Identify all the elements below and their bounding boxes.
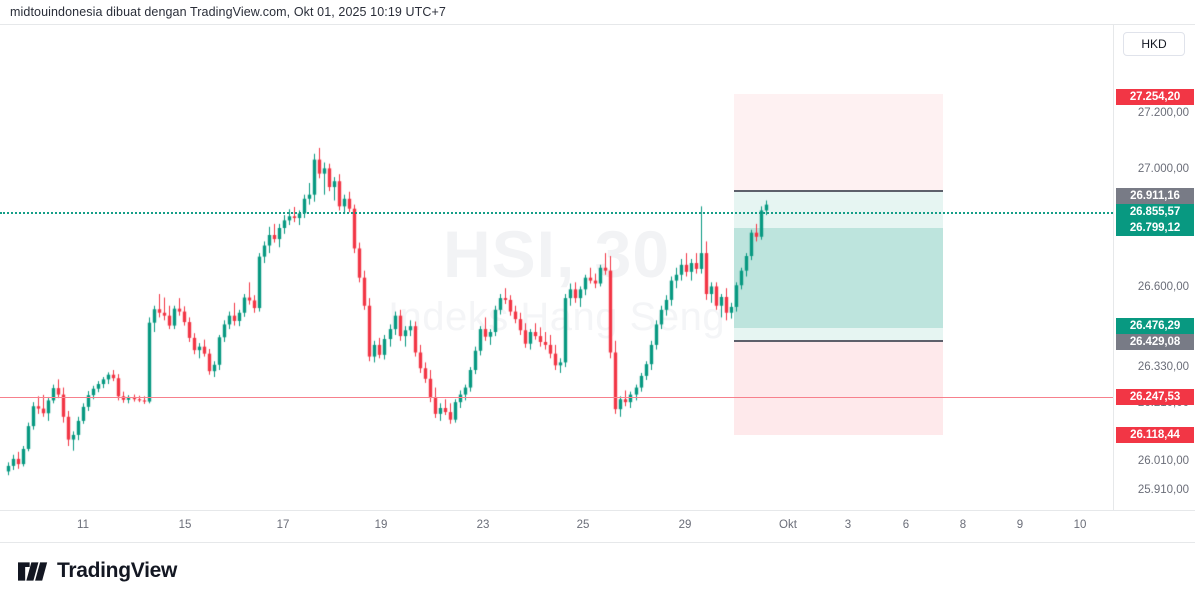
time-axis[interactable]: 11 15 17 19 23 25 29 Okt 3 6 8 9 10 [0, 510, 1195, 542]
time-axis-tick: 8 [959, 519, 967, 531]
tradingview-branding[interactable]: TradingView [18, 559, 177, 583]
stop-level-price-tag[interactable]: 26.429,08 [1116, 334, 1194, 350]
chart-pane[interactable]: HSI, 30 Indeks Hang Seng [0, 25, 1113, 510]
price-axis[interactable]: HKD 27.200,00 27.000,00 26.600,00 26.330,00… [1113, 25, 1195, 510]
time-axis-tick: 19 [374, 519, 388, 531]
profit-level-dotted-line [0, 212, 1113, 214]
currency-selector[interactable]: HKD [1123, 32, 1185, 56]
stop-loss-price-tag[interactable]: 26.118,44 [1116, 427, 1194, 443]
price-axis-tick: 26.330,00 [1137, 361, 1189, 373]
time-axis-tick: Okt [779, 519, 797, 531]
entry-upper-price-tag[interactable]: 26.911,16 [1116, 188, 1194, 204]
time-axis-tick: 25 [576, 519, 590, 531]
time-axis-tick: 6 [902, 519, 910, 531]
attribution-text: midtouindonesia dibuat dengan TradingVie… [10, 5, 446, 19]
time-axis-tick: 15 [178, 519, 192, 531]
price-axis-tick: 25.910,00 [1137, 484, 1189, 496]
last-price-tag[interactable]: 26.247,53 [1116, 389, 1194, 405]
entry-price-tag[interactable]: 26.476,29 [1116, 318, 1194, 334]
current-profit-price-tag[interactable]: 26.799,12 [1116, 220, 1194, 236]
time-axis-tick: 29 [678, 519, 692, 531]
profit-level-price-tag[interactable]: 26.855,57 [1116, 204, 1194, 220]
time-axis-tick: 23 [476, 519, 490, 531]
price-axis-tick: 26.600,00 [1137, 281, 1189, 293]
candlestick-series [0, 25, 1113, 510]
price-axis-tick: 27.200,00 [1137, 107, 1189, 119]
chart-footer: TradingView [0, 542, 1195, 598]
chart-header: midtouindonesia dibuat dengan TradingVie… [0, 0, 1195, 25]
time-axis-tick: 11 [77, 519, 89, 531]
time-axis-tick: 17 [276, 519, 290, 531]
last-price-line [0, 397, 1113, 398]
tradingview-wordmark: TradingView [57, 559, 178, 582]
price-axis-tick: 26.010,00 [1137, 455, 1189, 467]
tradingview-logo-icon [18, 561, 48, 581]
price-axis-tick: 27.000,00 [1137, 163, 1189, 175]
take-profit-price-tag[interactable]: 27.254,20 [1116, 89, 1194, 105]
time-axis-tick: 9 [1016, 519, 1024, 531]
time-axis-tick: 3 [844, 519, 852, 531]
time-axis-tick: 10 [1073, 519, 1087, 531]
